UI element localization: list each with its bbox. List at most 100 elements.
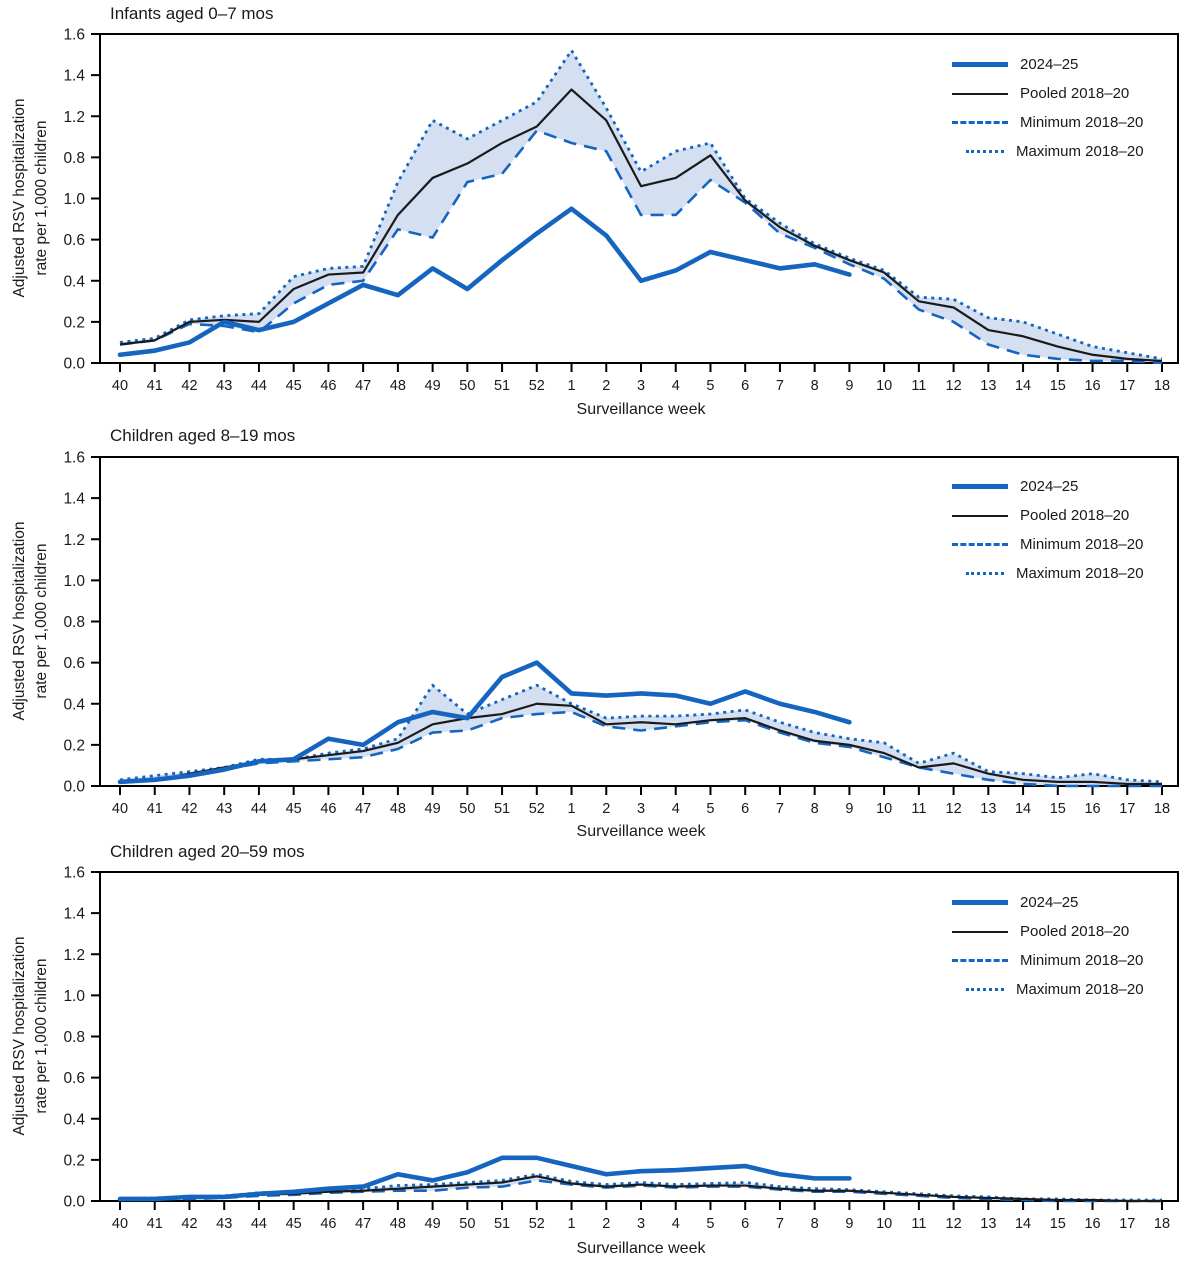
svg-text:1.6: 1.6 (63, 27, 85, 44)
svg-text:13: 13 (980, 801, 996, 817)
svg-text:6: 6 (741, 378, 749, 394)
y-axis-label-line1: Adjusted RSV hospitalization (11, 936, 28, 1136)
svg-text:11: 11 (911, 1216, 926, 1232)
legend-item-minimum: Minimum 2018–20 (952, 108, 1182, 137)
svg-text:2: 2 (602, 801, 610, 817)
svg-text:7: 7 (776, 1216, 784, 1232)
y-axis-label-line2: rate per 1,000 children (33, 120, 50, 276)
svg-text:1: 1 (567, 378, 575, 394)
svg-text:45: 45 (286, 378, 302, 394)
svg-text:0.0: 0.0 (63, 779, 85, 796)
y-axis-label-line1: Adjusted RSV hospitalization (11, 521, 28, 721)
svg-text:43: 43 (216, 1216, 232, 1232)
svg-text:51: 51 (494, 378, 510, 394)
svg-text:48: 48 (390, 378, 406, 394)
thick-blue-line-swatch (952, 62, 1008, 67)
panel3-y-axis-label: Adjusted RSV hospitalization rate per 1,… (9, 866, 55, 1206)
svg-text:49: 49 (425, 378, 441, 394)
svg-text:5: 5 (706, 378, 714, 394)
svg-text:51: 51 (494, 801, 510, 817)
svg-text:0.4: 0.4 (63, 1111, 85, 1128)
svg-text:0.0: 0.0 (63, 356, 85, 373)
svg-text:1.0: 1.0 (63, 191, 85, 208)
svg-text:8: 8 (811, 378, 819, 394)
thick-blue-line-swatch (952, 484, 1008, 489)
svg-text:4: 4 (672, 1216, 680, 1232)
legend-item-minimum: Minimum 2018–20 (952, 530, 1182, 559)
svg-text:0.4: 0.4 (63, 273, 85, 290)
svg-text:0.6: 0.6 (63, 1070, 85, 1087)
svg-text:16: 16 (1084, 1216, 1100, 1232)
legend-label: Maximum 2018–20 (1016, 143, 1144, 160)
svg-text:0.2: 0.2 (63, 1152, 85, 1169)
svg-text:48: 48 (390, 1216, 406, 1232)
svg-text:3: 3 (637, 801, 645, 817)
svg-text:18: 18 (1154, 1216, 1170, 1232)
svg-text:15: 15 (1050, 1216, 1066, 1232)
legend-label: Minimum 2018–20 (1020, 536, 1144, 553)
svg-text:17: 17 (1119, 801, 1135, 817)
svg-text:46: 46 (320, 378, 336, 394)
svg-text:40: 40 (112, 801, 128, 817)
y-axis-label-line2: rate per 1,000 children (33, 543, 50, 699)
legend-item-2024-25: 2024–25 (952, 888, 1182, 917)
svg-text:1.2: 1.2 (63, 532, 85, 549)
svg-text:9: 9 (845, 378, 853, 394)
svg-text:45: 45 (286, 801, 302, 817)
svg-text:41: 41 (147, 801, 163, 817)
svg-text:0.8: 0.8 (63, 614, 85, 631)
dashed-blue-line-swatch (952, 121, 1008, 124)
dashed-blue-line-swatch (952, 543, 1008, 546)
svg-text:17: 17 (1119, 378, 1135, 394)
legend-label: 2024–25 (1020, 56, 1079, 73)
svg-text:7: 7 (776, 378, 784, 394)
svg-text:43: 43 (216, 378, 232, 394)
svg-text:0.2: 0.2 (63, 314, 85, 331)
legend-label: Pooled 2018–20 (1020, 507, 1130, 524)
svg-text:47: 47 (355, 801, 371, 817)
svg-text:1.2: 1.2 (63, 109, 85, 126)
svg-text:1.4: 1.4 (63, 491, 85, 508)
svg-text:5: 5 (706, 1216, 714, 1232)
svg-text:0.8: 0.8 (63, 1029, 85, 1046)
svg-text:2: 2 (602, 378, 610, 394)
svg-text:42: 42 (181, 1216, 197, 1232)
svg-text:51: 51 (494, 1216, 510, 1232)
svg-text:0.2: 0.2 (63, 737, 85, 754)
svg-text:5: 5 (706, 801, 714, 817)
svg-text:43: 43 (216, 801, 232, 817)
svg-text:4: 4 (672, 378, 680, 394)
svg-text:16: 16 (1084, 378, 1100, 394)
svg-text:0.8: 0.8 (63, 150, 85, 167)
svg-text:0.4: 0.4 (63, 696, 85, 713)
svg-text:11: 11 (911, 378, 926, 394)
svg-text:8: 8 (811, 1216, 819, 1232)
panel1-x-axis-label: Surveillance week (576, 401, 706, 418)
svg-text:46: 46 (320, 801, 336, 817)
svg-text:0.0: 0.0 (63, 1194, 85, 1211)
svg-text:1: 1 (567, 801, 575, 817)
panel3-legend: 2024–25 Pooled 2018–20 Minimum 2018–20 M… (952, 888, 1182, 1004)
black-line-swatch (952, 92, 1008, 95)
svg-text:11: 11 (911, 801, 926, 817)
dotted-blue-line-swatch (966, 150, 1004, 153)
svg-text:10: 10 (876, 1216, 892, 1232)
legend-item-maximum: Maximum 2018–20 (952, 137, 1182, 166)
svg-text:46: 46 (320, 1216, 336, 1232)
panel1-y-axis-label: Adjusted RSV hospitalization rate per 1,… (9, 28, 55, 368)
legend-item-maximum: Maximum 2018–20 (952, 975, 1182, 1004)
legend-label: 2024–25 (1020, 478, 1079, 495)
panel3-title: Children aged 20–59 mos (110, 842, 305, 861)
svg-text:42: 42 (181, 378, 197, 394)
svg-text:44: 44 (251, 378, 267, 394)
svg-text:1.2: 1.2 (63, 947, 85, 964)
thick-blue-line-swatch (952, 900, 1008, 905)
svg-text:12: 12 (946, 1216, 962, 1232)
svg-text:47: 47 (355, 1216, 371, 1232)
panel2-legend: 2024–25 Pooled 2018–20 Minimum 2018–20 M… (952, 472, 1182, 588)
svg-text:18: 18 (1154, 801, 1170, 817)
svg-text:4: 4 (672, 801, 680, 817)
svg-text:41: 41 (147, 1216, 163, 1232)
svg-text:50: 50 (459, 378, 475, 394)
